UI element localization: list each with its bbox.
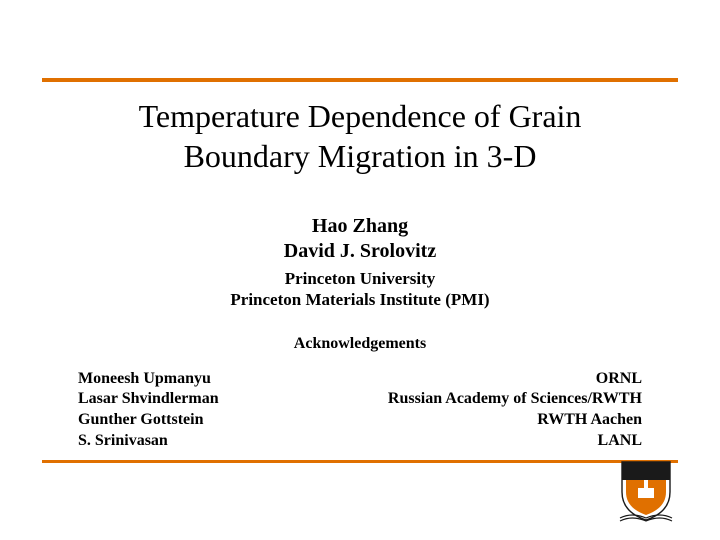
acknowledgements-affiliations: ORNL Russian Academy of Sciences/RWTH RW…: [388, 369, 642, 452]
author-1: Hao Zhang: [312, 215, 408, 237]
authors: Hao Zhang David J. Srolovitz: [0, 214, 720, 264]
ack-affil-2: Russian Academy of Sciences/RWTH: [388, 390, 642, 407]
ack-person-4: S. Srinivasan: [78, 432, 168, 449]
ack-affil-3: RWTH Aachen: [537, 411, 642, 428]
ack-affil-4: LANL: [598, 432, 642, 449]
title-line-2: Boundary Migration in 3-D: [184, 138, 537, 174]
ack-person-3: Gunther Gottstein: [78, 411, 203, 428]
affiliation: Princeton University Princeton Materials…: [0, 268, 720, 311]
slide-title: Temperature Dependence of Grain Boundary…: [60, 96, 660, 176]
acknowledgements-people: Moneesh Upmanyu Lasar Shvindlerman Gunth…: [78, 369, 219, 452]
acknowledgements-row: Moneesh Upmanyu Lasar Shvindlerman Gunth…: [78, 369, 642, 452]
princeton-crest-icon: [618, 458, 674, 522]
title-line-1: Temperature Dependence of Grain: [139, 98, 582, 134]
rule-bottom: [42, 460, 678, 463]
top-spacer: [0, 0, 720, 78]
ack-person-2: Lasar Shvindlerman: [78, 390, 219, 407]
affiliation-line-1: Princeton University: [285, 269, 436, 288]
ack-affil-1: ORNL: [596, 370, 642, 387]
author-2: David J. Srolovitz: [284, 240, 436, 262]
rule-top: [42, 78, 678, 82]
ack-person-1: Moneesh Upmanyu: [78, 370, 211, 387]
acknowledgements-heading: Acknowledgements: [0, 335, 720, 353]
affiliation-line-2: Princeton Materials Institute (PMI): [230, 290, 489, 309]
